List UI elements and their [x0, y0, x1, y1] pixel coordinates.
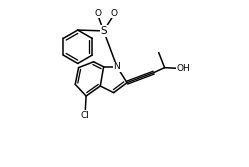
Text: O: O [94, 9, 101, 18]
Text: OH: OH [177, 64, 191, 73]
Text: Cl: Cl [81, 111, 90, 120]
Text: O: O [110, 9, 117, 18]
Text: N: N [114, 62, 120, 71]
Text: S: S [100, 26, 107, 36]
